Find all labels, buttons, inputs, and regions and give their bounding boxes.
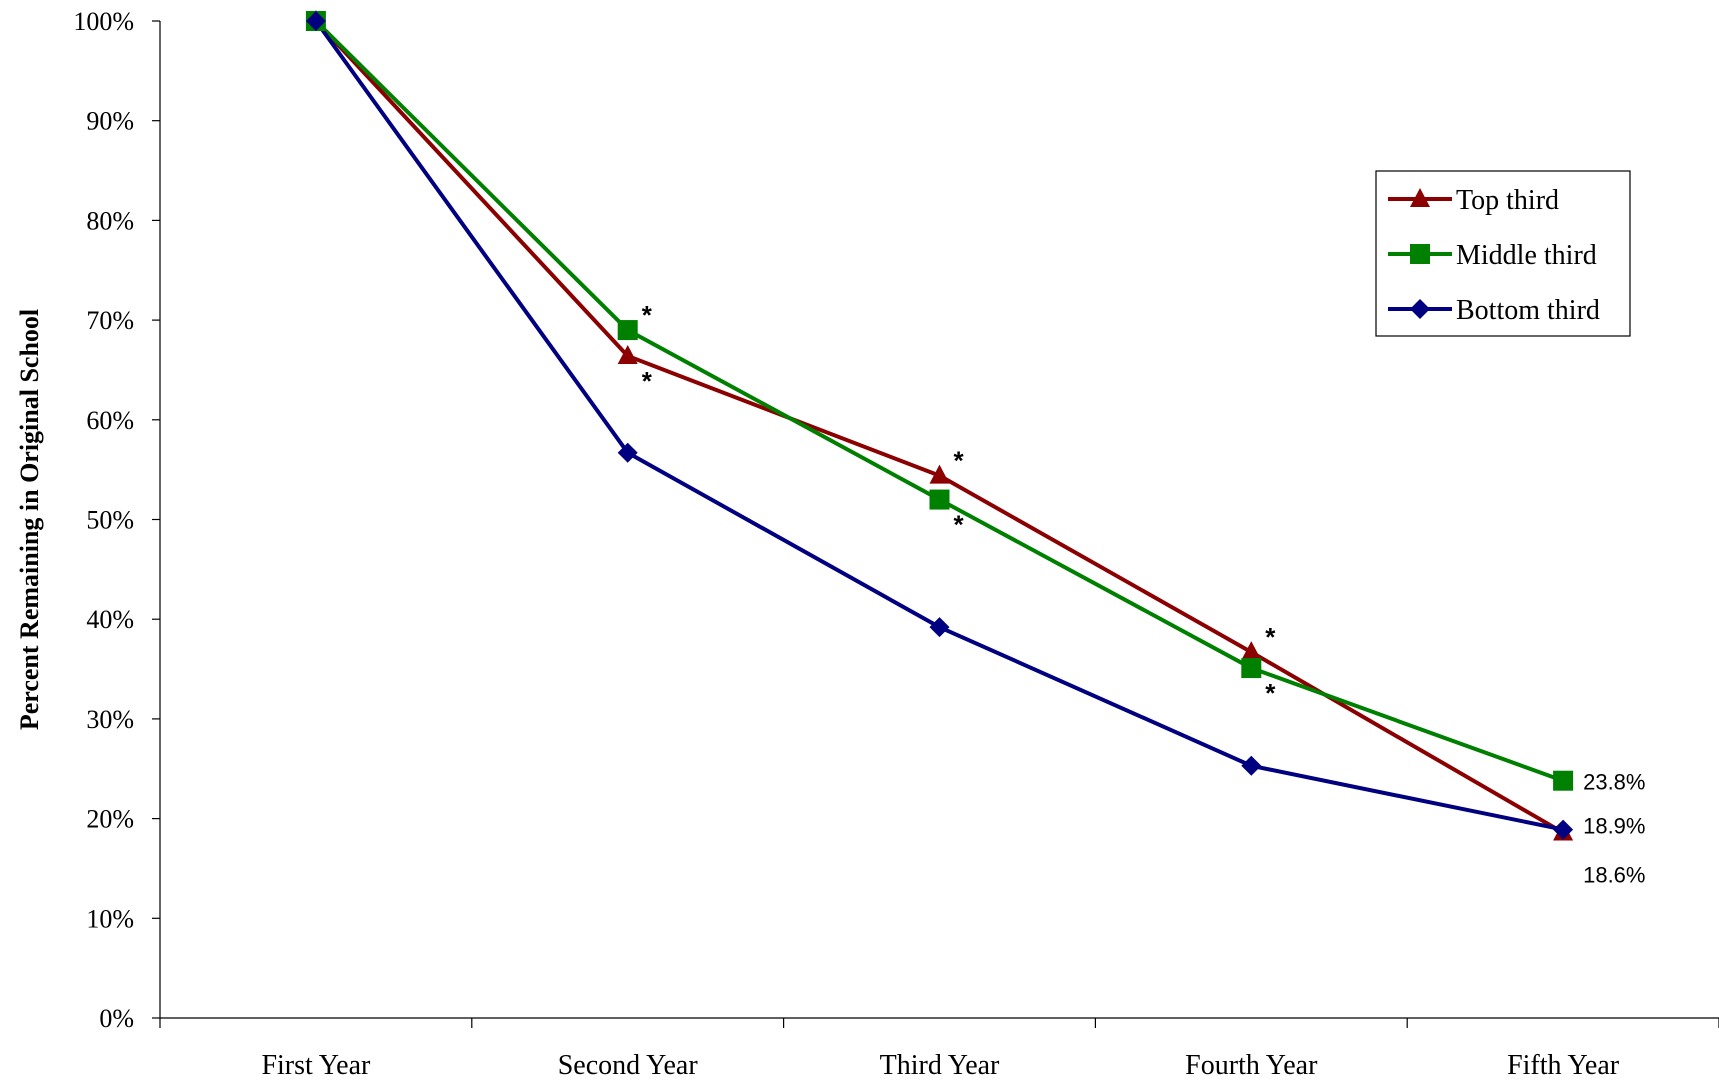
point-bottom-third-4 bbox=[1553, 819, 1574, 840]
legend: Top third Middle third Bottom third bbox=[1375, 170, 1631, 337]
x-tick-label-fourth-year: Fourth Year bbox=[1185, 1050, 1318, 1081]
legend-item-middle-third: Middle third bbox=[1388, 240, 1597, 271]
point-bottom-third-0 bbox=[305, 11, 326, 31]
y-tick-label: 90% bbox=[86, 107, 134, 136]
series-line-middle-third bbox=[314, 19, 1564, 783]
legend-label-middle-third: Middle third bbox=[1456, 240, 1597, 271]
point-top-third-1 bbox=[617, 344, 638, 364]
legend-item-top-third: Top third bbox=[1388, 185, 1559, 216]
y-tick-label: 80% bbox=[86, 206, 134, 235]
y-tick-label: 10% bbox=[86, 904, 134, 933]
y-tick-label: 40% bbox=[86, 605, 134, 634]
x-tick-label-fifth-year: Fifth Year bbox=[1507, 1050, 1620, 1081]
series-line-top-third bbox=[314, 19, 1565, 835]
x-tick-label-third-year: Third Year bbox=[880, 1050, 1000, 1081]
x-tick-label-second-year: Second Year bbox=[558, 1050, 699, 1081]
labels-layer: * * * * * * 18.6% 23.8% 18.9% bbox=[642, 300, 1646, 887]
data-label-end-0: 18.6% bbox=[1583, 863, 1645, 888]
legend-item-bottom-third: Bottom third bbox=[1388, 295, 1600, 326]
series-line-bottom-third bbox=[314, 19, 1564, 832]
x-tick-label-first-year: First Year bbox=[261, 1050, 371, 1081]
point-middle-third-3 bbox=[1241, 658, 1262, 679]
point-bottom-third-1 bbox=[617, 442, 638, 463]
y-tick-label: 50% bbox=[86, 506, 134, 535]
y-tick-label: 20% bbox=[86, 805, 134, 834]
data-label-end-2: 18.9% bbox=[1583, 814, 1645, 839]
legend-triangle-marker bbox=[1410, 188, 1430, 207]
legend-label-top-third: Top third bbox=[1456, 185, 1559, 216]
point-top-third-3 bbox=[1241, 641, 1262, 661]
point-middle-third-1 bbox=[617, 320, 638, 341]
y-tick-label: 60% bbox=[86, 406, 134, 435]
significance-star-top-third-3: * bbox=[1265, 622, 1276, 652]
significance-star-middle-third-2: * bbox=[954, 510, 965, 540]
point-middle-third-2 bbox=[929, 489, 950, 510]
point-middle-third-4 bbox=[1553, 770, 1574, 791]
axes: 0% 10% 20% 30% 40% 50% 60% 70% 80% 90% 100% First Y… bbox=[15, 7, 1719, 1081]
significance-star-top-third-2: * bbox=[954, 446, 965, 476]
significance-star-top-third-1: * bbox=[642, 366, 653, 396]
point-bottom-third-3 bbox=[1241, 755, 1262, 776]
point-bottom-third-2 bbox=[929, 617, 950, 638]
legend-diamond-marker bbox=[1410, 299, 1430, 319]
y-axis-title: Percent Remaining in Original School bbox=[15, 309, 44, 730]
y-tick-label: 100% bbox=[73, 7, 134, 36]
point-top-third-2 bbox=[929, 464, 950, 484]
significance-star-middle-third-3: * bbox=[1265, 678, 1276, 708]
legend-label-bottom-third: Bottom third bbox=[1456, 295, 1600, 326]
significance-star-middle-third-1: * bbox=[642, 300, 653, 330]
y-tick-label: 0% bbox=[99, 1004, 134, 1033]
y-tick-label: 70% bbox=[86, 306, 134, 335]
data-label-end-1: 23.8% bbox=[1583, 770, 1645, 795]
series-layer bbox=[305, 10, 1574, 841]
legend-square-marker bbox=[1410, 244, 1430, 264]
y-tick-label: 30% bbox=[86, 705, 134, 734]
